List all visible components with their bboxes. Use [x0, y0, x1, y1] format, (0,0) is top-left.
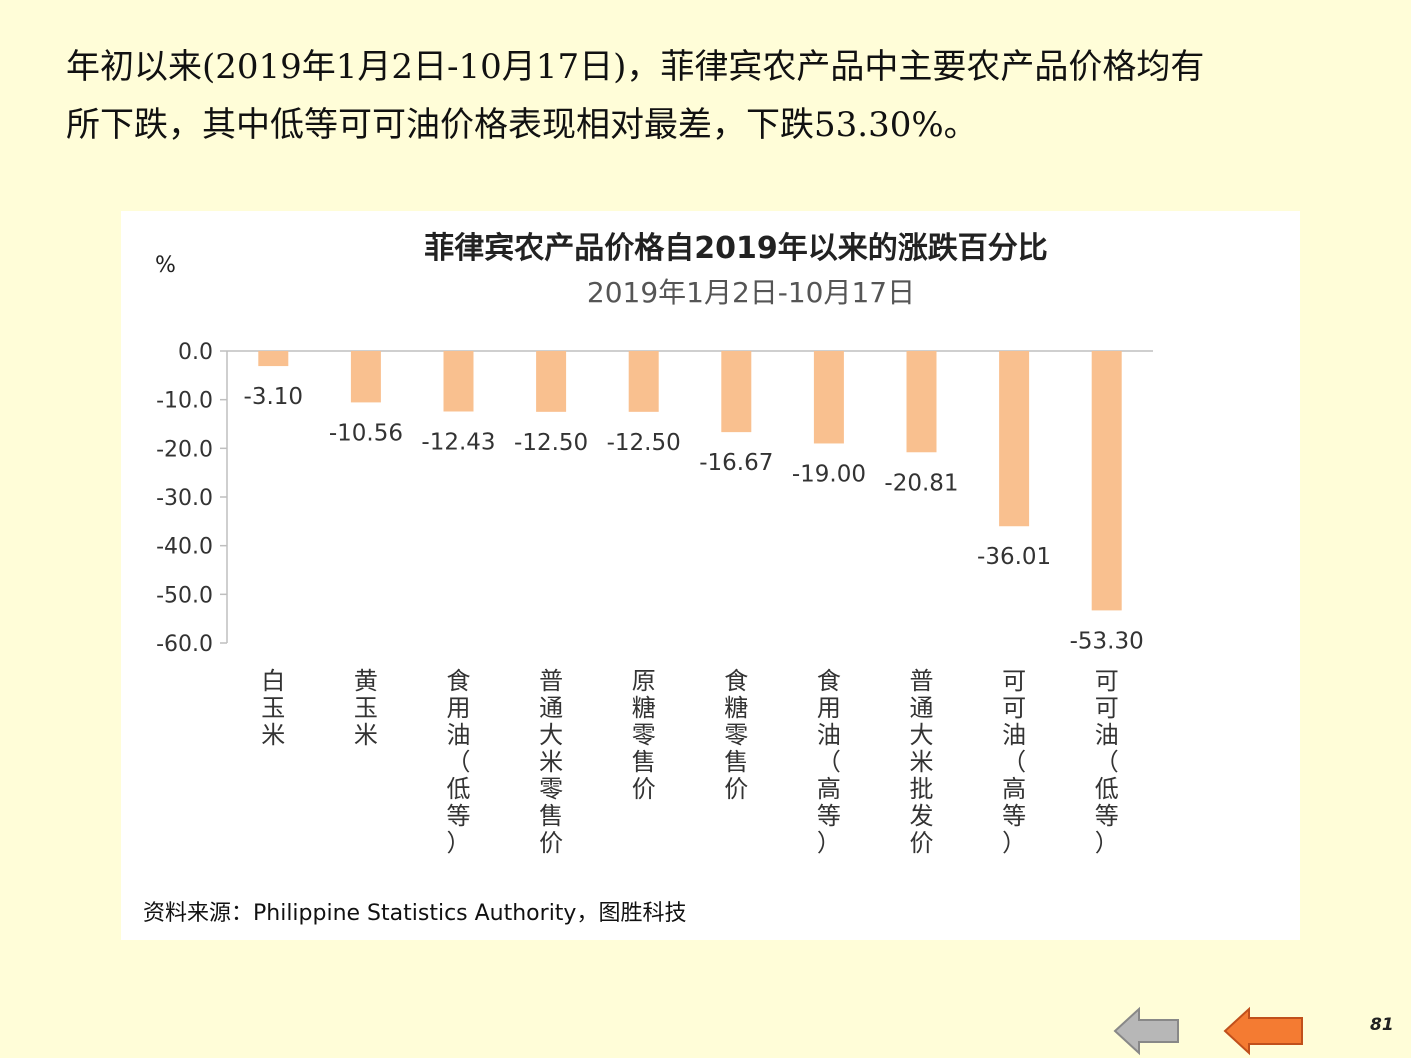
category-label-char: 价	[539, 829, 563, 857]
y-tick-label: -20.0	[156, 437, 213, 462]
category-label-char: ）	[817, 829, 841, 857]
y-tick-label: 0.0	[178, 340, 213, 365]
bar	[536, 351, 567, 412]
next-page-button[interactable]	[1222, 1006, 1306, 1056]
bar	[999, 351, 1030, 527]
data-label: -19.00	[792, 461, 866, 487]
category-label-char: 普	[539, 667, 563, 695]
category-label-char: 用	[447, 694, 471, 722]
bar	[258, 351, 289, 367]
category-label-char: ）	[447, 829, 471, 857]
y-tick-label: -30.0	[156, 486, 213, 511]
category-label-char: 批	[910, 775, 934, 803]
category-label-char: 可	[1002, 667, 1026, 695]
category-label-char: 食	[447, 667, 471, 695]
category-label-char: 食	[724, 667, 748, 695]
bar	[813, 351, 844, 444]
intro-line-2: 所下跌，其中低等可可油价格表现相对最差，下跌53.30%。	[66, 105, 978, 145]
category-label-char: （	[447, 748, 471, 776]
page-number: 81	[1370, 1015, 1394, 1035]
category-label-char: 糖	[724, 694, 748, 722]
category-label-char: 通	[539, 694, 563, 722]
data-label: -16.67	[699, 450, 773, 476]
chart-card: 菲律宾农产品价格自2019年以来的涨跌百分比 2019年1月2日-10月17日 …	[121, 211, 1300, 940]
category-label-char: 米	[261, 721, 285, 749]
category-label-char: 食	[817, 667, 841, 695]
chart-subtitle: 2019年1月2日-10月17日	[586, 276, 916, 309]
category-label-char: 油	[1002, 721, 1026, 749]
category-label-char: 价	[632, 775, 656, 803]
category-label-char: （	[817, 748, 841, 776]
chart-title: 菲律宾农产品价格自2019年以来的涨跌百分比	[424, 231, 1048, 266]
category-label-char: 米	[354, 721, 378, 749]
data-label: -12.43	[421, 429, 495, 455]
category-label-char: 通	[910, 694, 934, 722]
category-label-char: 糖	[632, 694, 656, 722]
left-arrow-icon	[1223, 1006, 1303, 1056]
y-axis-unit: %	[155, 253, 176, 278]
bar	[1091, 351, 1122, 611]
data-label: -12.50	[514, 430, 588, 456]
category-label-char: 可	[1002, 694, 1026, 722]
category-label-char: 售	[539, 802, 563, 830]
category-label-char: 油	[817, 721, 841, 749]
data-label: -36.01	[977, 544, 1051, 570]
category-label-char: 高	[817, 775, 841, 803]
category-label-char: 玉	[261, 694, 285, 722]
left-arrow-icon	[1113, 1006, 1179, 1056]
source-note: 资料来源：Philippine Statistics Authority，图胜科…	[143, 901, 687, 926]
category-label-char: 发	[910, 802, 934, 830]
category-label-char: 价	[910, 829, 934, 857]
category-label-char: 价	[724, 775, 748, 803]
bar	[906, 351, 937, 453]
data-label: -53.30	[1070, 628, 1144, 654]
category-label-char: 白	[261, 667, 285, 695]
category-label-char: ）	[1002, 829, 1026, 857]
category-label-char: 等	[817, 802, 841, 830]
category-label-char: 等	[1002, 802, 1026, 830]
category-label-char: 低	[1095, 775, 1119, 803]
category-label-char: 大	[910, 721, 934, 749]
category-label-char: 黄	[354, 667, 378, 695]
y-tick-label: -60.0	[156, 632, 213, 657]
prev-page-button[interactable]	[1112, 1006, 1182, 1056]
category-label-char: 大	[539, 721, 563, 749]
y-tick-label: -50.0	[156, 583, 213, 608]
category-label-char: 高	[1002, 775, 1026, 803]
category-label-char: 油	[447, 721, 471, 749]
category-label-char: 零	[724, 721, 748, 749]
bar	[628, 351, 659, 412]
category-label-char: ）	[1095, 829, 1119, 857]
intro-line-1: 年初以来(2019年1月2日-10月17日)，菲律宾农产品中主要农产品价格均有	[66, 47, 1205, 87]
bar	[721, 351, 752, 433]
bar	[443, 351, 474, 412]
category-label-char: 米	[910, 748, 934, 776]
data-label: -20.81	[884, 470, 958, 496]
category-label-char: 零	[539, 775, 563, 803]
category-label-char: 油	[1095, 721, 1119, 749]
category-label-char: 可	[1095, 667, 1119, 695]
category-label-char: （	[1095, 748, 1119, 776]
category-label-char: 低	[447, 775, 471, 803]
category-label-char: 等	[447, 802, 471, 830]
data-label: -10.56	[329, 420, 403, 446]
category-label-char: 零	[632, 721, 656, 749]
data-label: -12.50	[607, 430, 681, 456]
y-tick-label: -10.0	[156, 389, 213, 414]
category-label-char: 玉	[354, 694, 378, 722]
category-label-char: （	[1002, 748, 1026, 776]
category-label-char: 等	[1095, 802, 1119, 830]
data-label: -3.10	[244, 384, 304, 410]
y-tick-label: -40.0	[156, 535, 213, 560]
category-label-char: 用	[817, 694, 841, 722]
category-label-char: 售	[632, 748, 656, 776]
category-label-char: 米	[539, 748, 563, 776]
intro-text: 年初以来(2019年1月2日-10月17日)，菲律宾农产品中主要农产品价格均有 …	[66, 38, 1386, 154]
category-label-char: 原	[632, 667, 656, 695]
category-label-char: 普	[910, 667, 934, 695]
bar	[350, 351, 381, 403]
category-label-char: 可	[1095, 694, 1119, 722]
category-label-char: 售	[724, 748, 748, 776]
bar-chart: 0.0-10.0-20.0-30.0-40.0-50.0-60.0-3.10白玉…	[156, 340, 1153, 857]
